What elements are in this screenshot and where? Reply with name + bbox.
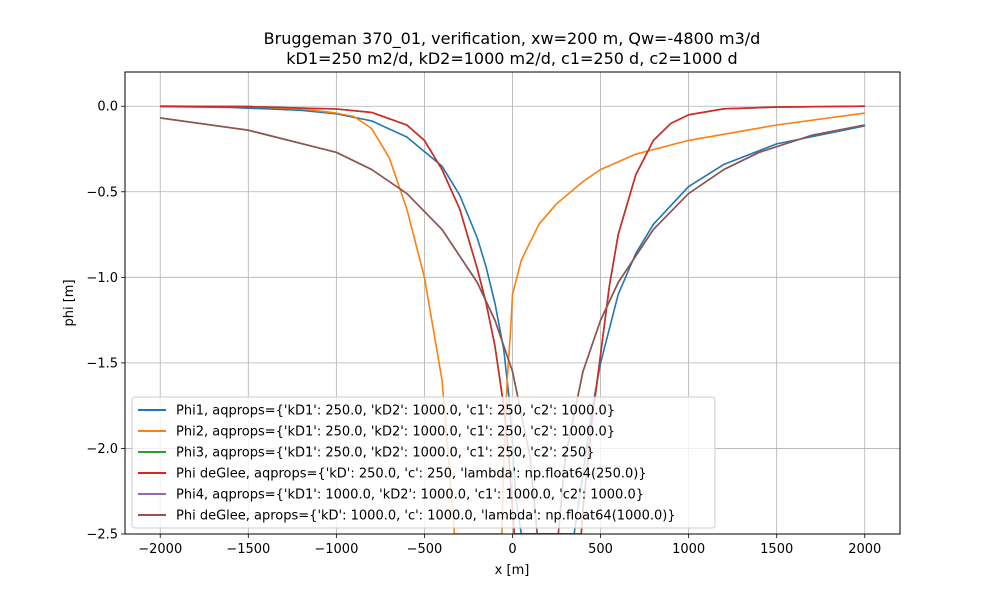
y-tick-label: −1.0 — [86, 271, 118, 286]
x-tick-label: 500 — [588, 542, 613, 557]
x-tick-label: 0 — [508, 542, 516, 557]
x-tick-label: 2000 — [848, 542, 881, 557]
legend-label-6: Phi deGlee, aprops={'kD': 1000.0, 'c': 1… — [176, 509, 676, 524]
legend-label-4: Phi deGlee, aqprops={'kD': 250.0, 'c': 2… — [176, 467, 647, 482]
y-tick-label: −1.5 — [86, 356, 118, 371]
legend-label-2: Phi2, aqprops={'kD1': 250.0, 'kD2': 1000… — [176, 425, 615, 440]
chart-title: Bruggeman 370_01, verification, xw=200 m… — [264, 29, 761, 49]
series-line-6 — [160, 117, 865, 534]
axis-ticks: −2000 −1500 −1000 −500 0 500 1000 1500 2000 0.0 −0… — [86, 100, 881, 557]
y-tick-label: −0.5 — [86, 185, 118, 200]
legend-label-1: Phi1, aqprops={'kD1': 250.0, 'kD2': 1000… — [176, 404, 615, 419]
x-axis-label: x [m] — [495, 563, 530, 578]
x-tick-label: 1500 — [760, 542, 793, 557]
y-tick-label: −2.5 — [86, 528, 118, 543]
legend: Phi1, aqprops={'kD1': 250.0, 'kD2': 1000… — [131, 396, 716, 529]
y-tick-label: −2.0 — [86, 442, 118, 457]
x-tick-label: −500 — [407, 542, 443, 557]
x-tick-label: 1000 — [672, 542, 705, 557]
legend-label-3: Phi3, aqprops={'kD1': 250.0, 'kD2': 1000… — [176, 446, 594, 461]
legend-label-5: Phi4, aqprops={'kD1': 1000.0, 'kD2': 100… — [176, 488, 644, 503]
y-axis-label: phi [m] — [62, 279, 77, 326]
legend-box — [131, 396, 716, 529]
x-tick-label: −2000 — [138, 542, 182, 557]
chart-subtitle: kD1=250 m2/d, kD2=1000 m2/d, c1=250 d, c… — [286, 49, 737, 68]
y-tick-label: 0.0 — [97, 100, 118, 115]
x-tick-label: −1000 — [314, 542, 358, 557]
x-tick-label: −1500 — [226, 542, 270, 557]
